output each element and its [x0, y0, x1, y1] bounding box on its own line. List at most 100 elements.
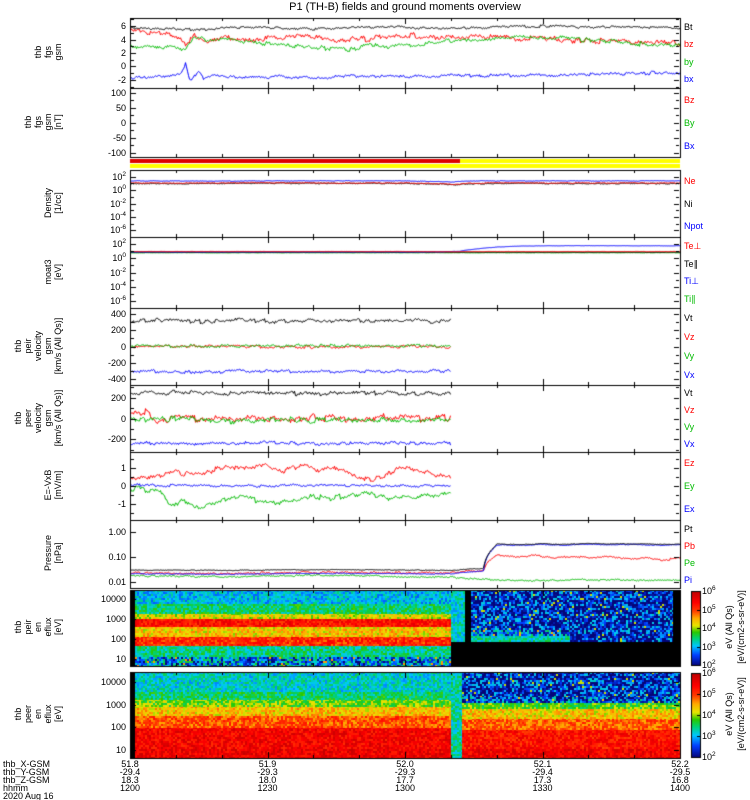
xaxis-value-thb_X-GSM-1: 51.9: [258, 759, 277, 769]
fgs-gsm-zoom-legend-bz: bz: [684, 39, 694, 50]
moat3-legend-Ti⊥: Ti⊥: [684, 276, 700, 287]
efield-ytick: -1: [117, 499, 126, 509]
peir-velocity-ytick: -200: [107, 358, 126, 368]
xaxis-row-label-hhmm: hhmm: [3, 783, 29, 793]
fgs-gsm-zoom-legend-Bt: Bt: [684, 21, 693, 32]
peer-velocity-ytick: 0: [120, 414, 126, 424]
peir-en-eflux-ylabel: thb: [13, 620, 23, 634]
xaxis-value-thb_X-GSM-2: 52.0: [396, 759, 414, 769]
fgs-gsm-ytick: 0: [120, 118, 126, 128]
peer-en-eflux-ylabel: en: [33, 709, 43, 720]
peer-en-eflux-ylabel: eflux: [43, 704, 53, 724]
moat3-legend-Te∥: Te∥: [684, 258, 699, 269]
peir-velocity-ytick: 400: [110, 309, 126, 319]
fgs-gsm-ytick: -50: [112, 133, 126, 143]
xaxis-value-thb_X-GSM-0: 51.8: [121, 759, 139, 769]
peer-en-eflux-cbar-tick: 106: [702, 667, 716, 678]
xaxis-value-thb_Y-GSM-4: -29.5: [669, 767, 691, 777]
pressure-ytick: 0.01: [108, 577, 126, 587]
peir-en-eflux-ylabel: en: [33, 622, 43, 633]
fgs-gsm-ytick: 50: [115, 103, 126, 113]
peir-en-eflux-ylabel: peir: [23, 619, 33, 635]
xaxis-value-thb_X-GSM-3: 52.1: [533, 759, 552, 769]
peer-velocity-ytick: 200: [110, 393, 126, 403]
xaxis-value-thb_Z-GSM-1: 18.0: [258, 775, 277, 785]
xaxis-value-thb_Y-GSM-0: -29.4: [119, 767, 141, 777]
peir-en-eflux-ytick: 10: [115, 654, 126, 664]
moat3-ytick: 10-2: [110, 267, 126, 278]
density-ytick: 10-6: [110, 224, 126, 235]
density-ytick: 102: [112, 171, 126, 182]
peir-en-eflux-ytick: 1000: [105, 614, 126, 624]
efield-legend-Ez: Ez: [684, 458, 695, 469]
xaxis-value-thb_Z-GSM-4: 16.8: [671, 775, 689, 785]
fgs-gsm-zoom-ytick: 6: [120, 21, 126, 31]
peer-en-eflux-ytick: 100: [110, 722, 126, 732]
efield-legend-Ex: Ex: [684, 503, 695, 514]
peir-velocity-legend-Vt: Vt: [684, 312, 693, 323]
xaxis-value-hhmm-0: 1200: [119, 783, 141, 793]
peer-en-eflux-cbar-tick: 102: [702, 751, 716, 762]
pressure-legend-Pi: Pi: [684, 574, 693, 585]
moat3-legend-Te⊥: Te⊥: [684, 240, 702, 251]
pressure-legend-Pt: Pt: [684, 523, 693, 534]
peir-velocity-ytick: 0: [120, 342, 126, 352]
xaxis-value-thb_Y-GSM-1: -29.3: [257, 767, 278, 777]
moat3-ytick: 102: [112, 238, 126, 249]
xaxis-value-thb_X-GSM-4: 52.2: [671, 759, 689, 769]
fgs-gsm-zoom-legend-bx: bx: [684, 74, 694, 85]
xaxis-value-hhmm-3: 1330: [532, 783, 553, 793]
fgs-gsm-zoom-legend-by: by: [684, 56, 694, 67]
fgs-gsm-legend-Bx: Bx: [684, 140, 695, 151]
pressure-legend-Pe: Pe: [684, 557, 696, 568]
peer-en-eflux-ylabel: thb: [13, 707, 23, 721]
fgs-gsm-zoom-ytick: 4: [120, 35, 126, 45]
peer-velocity-legend-Vx: Vx: [684, 438, 695, 449]
moat3-ytick: 100: [112, 252, 126, 263]
density-ytick: 100: [112, 184, 126, 195]
xaxis-value-thb_Z-GSM-0: 18.3: [121, 775, 139, 785]
fgs-gsm-zoom-ytick: 2: [120, 48, 126, 58]
pressure-ytick: 0.10: [108, 552, 126, 562]
peir-velocity-legend-Vx: Vx: [684, 370, 695, 381]
peer-en-eflux-ylabel: [eV]: [53, 706, 63, 723]
peir-en-eflux-cbar-tick: 104: [702, 622, 716, 633]
density-ytick: 10-2: [110, 198, 126, 209]
peer-en-eflux-ytick: 10: [115, 745, 126, 755]
peer-velocity-ytick: -200: [107, 434, 126, 444]
moat3-ytick: 10-4: [110, 281, 126, 292]
peir-velocity-ytick: 200: [110, 325, 126, 335]
peer-en-eflux-cbar-tick: 105: [702, 688, 716, 699]
fgs-gsm-ytick: 100: [110, 88, 126, 98]
efield-legend-Ey: Ey: [684, 481, 695, 491]
xaxis-row-label-x-gsm: thb_X-GSM: [3, 759, 51, 769]
pressure-legend-Pb: Pb: [684, 540, 696, 551]
density-legend-Npot: Npot: [684, 220, 704, 231]
fgs-gsm-ytick: -100: [107, 148, 126, 158]
peer-en-eflux-cbar-tick: 104: [702, 709, 716, 720]
xaxis-row-label-y-gsm: thb_Y-GSM: [3, 767, 50, 777]
xaxis-value-thb_Z-GSM-2: 17.7: [396, 775, 414, 785]
fgs-gsm-ylabel: fgs: [33, 115, 43, 128]
peer-velocity-legend-Vy: Vy: [684, 421, 695, 432]
plot-title: P1 (TH-B) fields and ground moments over…: [289, 1, 521, 13]
peer-en-eflux-cbar-label: eV (All Qs): [724, 692, 734, 736]
xaxis-value-hhmm-1: 1230: [257, 783, 278, 793]
peer-en-eflux-cbar-label: [eV/(cm2-s-sr-eV)]: [736, 677, 746, 751]
peer-velocity-legend-Vz: Vz: [684, 405, 695, 416]
fgs-gsm-ylabel: thb: [23, 115, 33, 128]
peer-en-eflux-cbar-tick: 103: [702, 730, 716, 741]
xaxis-value-thb_Z-GSM-3: 17.3: [533, 775, 552, 785]
density-ytick: 10-4: [110, 211, 126, 222]
moat3-legend-Ti∥: Ti∥: [684, 294, 696, 305]
peir-en-eflux-cbar-tick: 106: [702, 585, 716, 596]
moat3-ytick: 10-6: [110, 295, 126, 306]
peer-velocity-legend-Vt: Vt: [684, 388, 693, 399]
fgs-gsm-zoom-ytick: 0: [120, 61, 126, 71]
peir-en-eflux-ytick: 100: [110, 634, 126, 644]
density-legend-Ni: Ni: [684, 198, 693, 209]
xaxis-value-thb_Y-GSM-3: -29.4: [532, 767, 553, 777]
